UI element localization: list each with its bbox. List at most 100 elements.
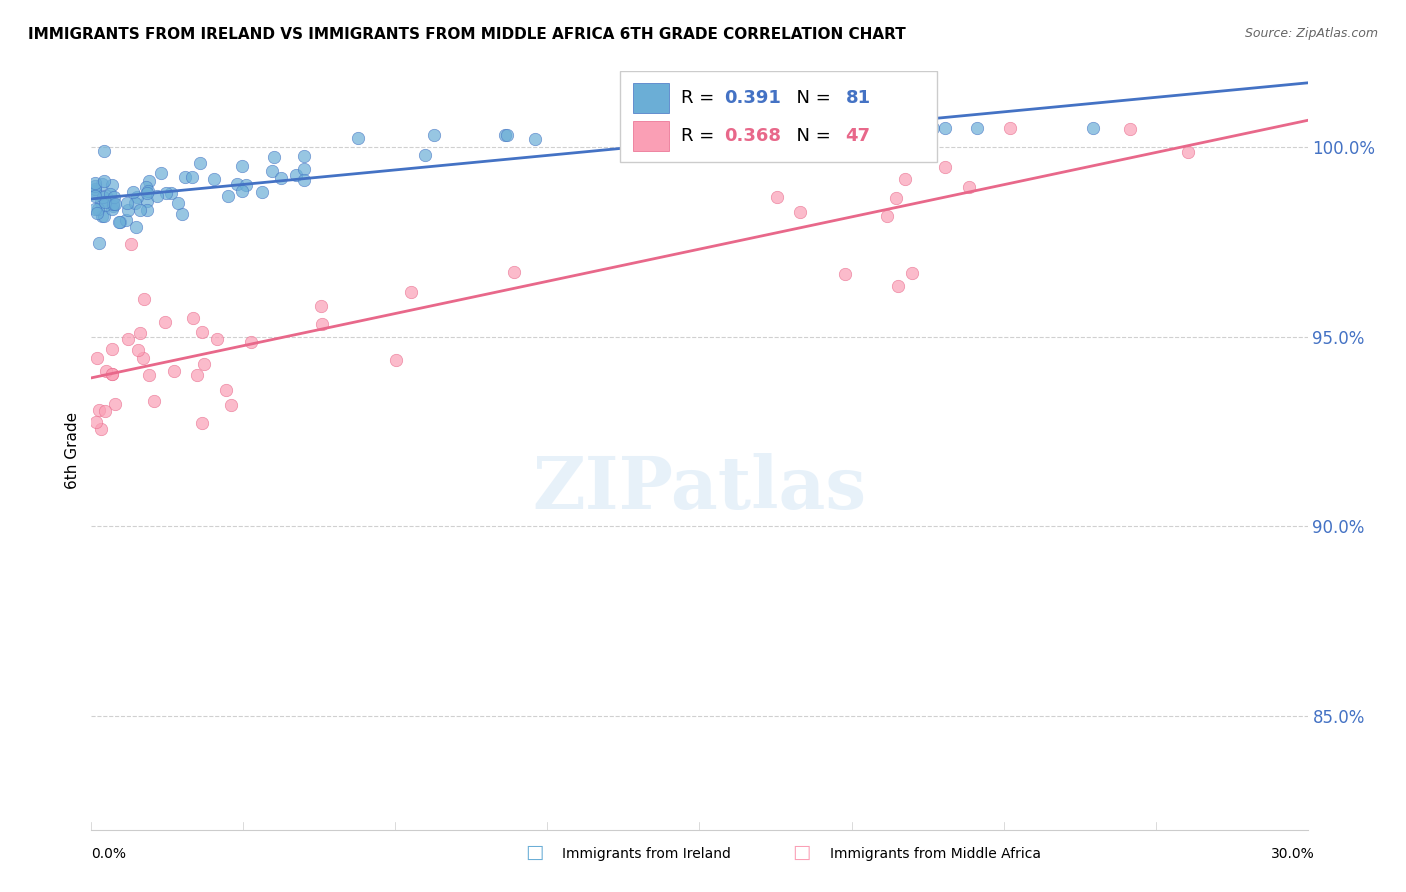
Immigrants from Middle Africa — [219, 398, 242, 412]
Immigrants from Ireland — [84, 178, 107, 193]
Immigrants from Ireland — [101, 202, 124, 216]
Immigrants from Middle Africa — [163, 364, 186, 378]
Immigrants from Ireland — [1081, 121, 1104, 136]
Immigrants from Ireland — [880, 121, 903, 136]
Immigrants from Middle Africa — [884, 191, 907, 205]
Immigrants from Ireland — [292, 161, 315, 176]
Immigrants from Middle Africa — [100, 368, 122, 382]
Immigrants from Middle Africa — [311, 317, 333, 331]
Text: Immigrants from Ireland: Immigrants from Ireland — [562, 847, 731, 861]
Immigrants from Ireland — [231, 159, 253, 173]
Immigrants from Ireland — [250, 185, 273, 199]
Text: N =: N = — [785, 89, 837, 107]
Text: 30.0%: 30.0% — [1271, 847, 1315, 861]
Immigrants from Ireland — [226, 177, 249, 191]
Immigrants from Ireland — [160, 186, 183, 201]
Immigrants from Ireland — [166, 196, 188, 211]
Immigrants from Middle Africa — [309, 299, 332, 313]
Immigrants from Middle Africa — [240, 335, 263, 350]
Immigrants from Ireland — [108, 215, 131, 229]
Immigrants from Ireland — [966, 121, 988, 136]
Immigrants from Ireland — [263, 150, 285, 164]
Immigrants from Ireland — [104, 197, 127, 211]
Immigrants from Middle Africa — [957, 180, 980, 194]
Immigrants from Middle Africa — [132, 351, 155, 365]
Text: Source: ZipAtlas.com: Source: ZipAtlas.com — [1244, 27, 1378, 40]
Immigrants from Ireland — [89, 235, 111, 250]
Immigrants from Middle Africa — [894, 172, 917, 186]
Text: 81: 81 — [845, 89, 870, 107]
Immigrants from Ireland — [89, 195, 111, 210]
Immigrants from Ireland — [292, 173, 315, 187]
Immigrants from Ireland — [146, 188, 169, 202]
Immigrants from Ireland — [934, 121, 956, 136]
Immigrants from Ireland — [346, 131, 368, 145]
Immigrants from Ireland — [94, 189, 117, 203]
Immigrants from Ireland — [188, 156, 211, 170]
Immigrants from Middle Africa — [766, 190, 789, 204]
Immigrants from Middle Africa — [94, 364, 117, 378]
Immigrants from Middle Africa — [183, 310, 205, 325]
Immigrants from Middle Africa — [934, 160, 956, 174]
Immigrants from Ireland — [103, 190, 125, 204]
Immigrants from Ireland — [138, 174, 160, 188]
Text: □: □ — [524, 843, 544, 862]
Immigrants from Middle Africa — [215, 383, 238, 397]
Immigrants from Ireland — [495, 128, 517, 142]
Text: R =: R = — [682, 127, 720, 145]
Immigrants from Middle Africa — [193, 357, 215, 371]
Immigrants from Ireland — [423, 128, 446, 142]
Immigrants from Ireland — [115, 195, 138, 210]
Immigrants from Ireland — [668, 121, 690, 136]
Immigrants from Middle Africa — [138, 368, 160, 383]
Immigrants from Middle Africa — [998, 121, 1021, 136]
Immigrants from Middle Africa — [101, 367, 124, 381]
Immigrants from Middle Africa — [789, 205, 811, 219]
Immigrants from Ireland — [172, 207, 194, 221]
Immigrants from Ireland — [101, 178, 124, 192]
Immigrants from Middle Africa — [143, 394, 166, 409]
Immigrants from Ireland — [135, 194, 157, 208]
Immigrants from Ireland — [180, 169, 202, 184]
Immigrants from Middle Africa — [191, 325, 214, 339]
Immigrants from Ireland — [150, 166, 173, 180]
Immigrants from Ireland — [882, 121, 904, 136]
Immigrants from Ireland — [202, 172, 225, 186]
Immigrants from Ireland — [84, 189, 107, 203]
Immigrants from Middle Africa — [191, 416, 214, 430]
Immigrants from Ireland — [84, 181, 107, 195]
Immigrants from Middle Africa — [399, 285, 422, 299]
FancyBboxPatch shape — [620, 71, 936, 162]
Immigrants from Ireland — [86, 202, 108, 216]
Immigrants from Ireland — [820, 121, 842, 136]
Immigrants from Ireland — [910, 121, 932, 136]
Immigrants from Ireland — [523, 131, 546, 145]
FancyBboxPatch shape — [633, 83, 669, 113]
Immigrants from Middle Africa — [94, 404, 117, 418]
Text: N =: N = — [785, 127, 837, 145]
Immigrants from Ireland — [128, 203, 150, 218]
Text: 0.0%: 0.0% — [91, 847, 127, 861]
Immigrants from Middle Africa — [186, 368, 208, 383]
Immigrants from Ireland — [122, 185, 145, 199]
Immigrants from Ireland — [136, 184, 159, 198]
Immigrants from Middle Africa — [834, 267, 856, 281]
Immigrants from Ireland — [84, 202, 107, 217]
Immigrants from Middle Africa — [120, 236, 142, 251]
Immigrants from Ireland — [90, 178, 112, 192]
Immigrants from Ireland — [841, 121, 863, 136]
Immigrants from Ireland — [136, 203, 159, 218]
Immigrants from Middle Africa — [84, 416, 107, 430]
FancyBboxPatch shape — [633, 120, 669, 151]
Immigrants from Ireland — [90, 209, 112, 223]
Text: 0.368: 0.368 — [724, 127, 780, 145]
Immigrants from Ireland — [93, 144, 115, 158]
Text: Immigrants from Middle Africa: Immigrants from Middle Africa — [830, 847, 1040, 861]
Immigrants from Middle Africa — [876, 209, 898, 223]
Immigrants from Ireland — [174, 170, 197, 185]
Immigrants from Middle Africa — [87, 403, 110, 417]
Immigrants from Middle Africa — [127, 343, 149, 357]
Immigrants from Ireland — [135, 186, 157, 201]
Immigrants from Middle Africa — [1177, 145, 1199, 159]
Immigrants from Ireland — [285, 168, 308, 182]
